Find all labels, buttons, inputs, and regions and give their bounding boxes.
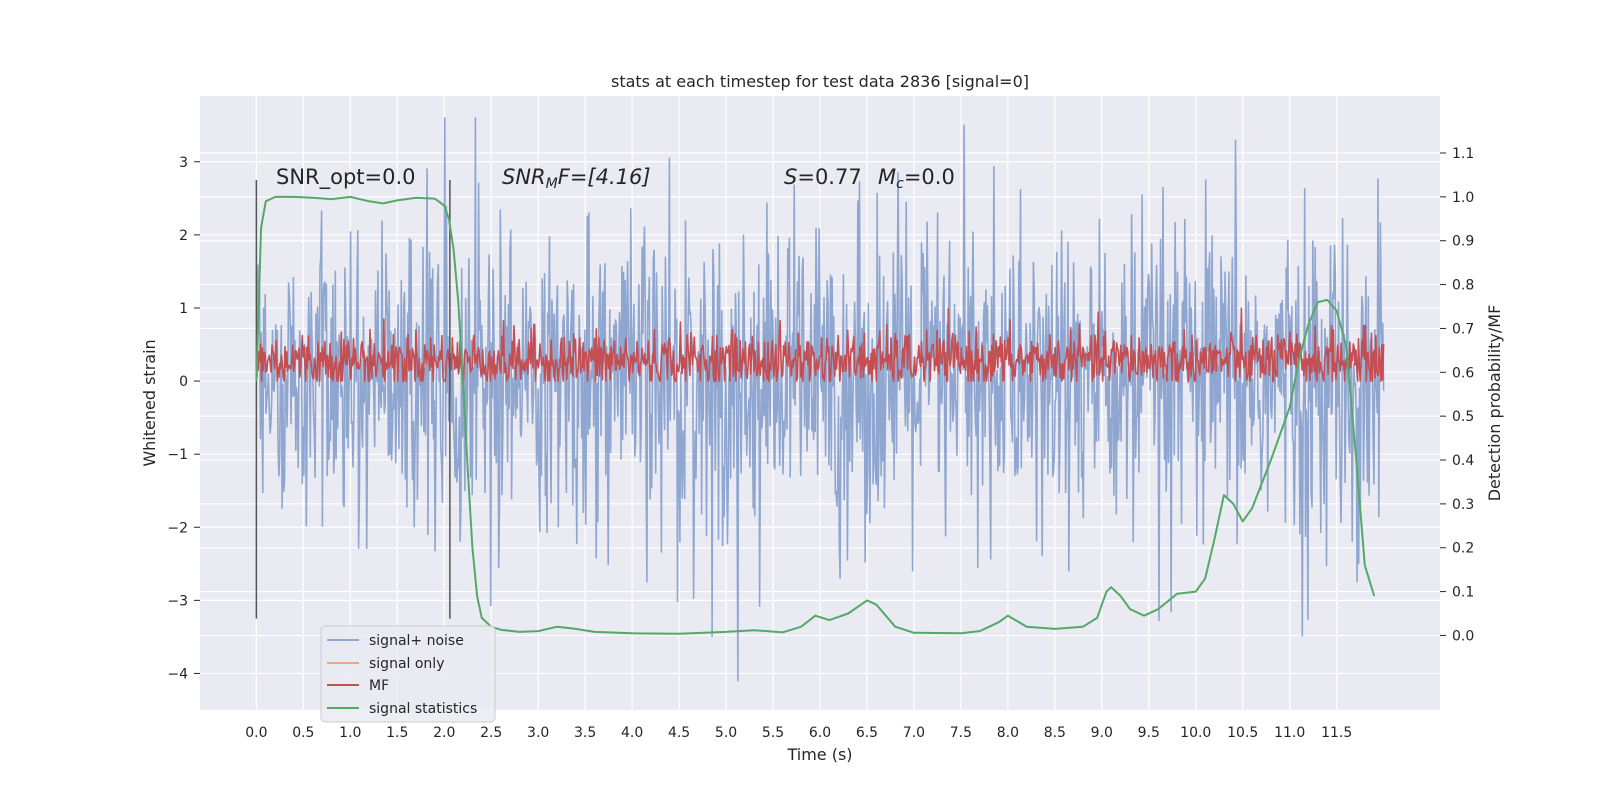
y-tick-label: −1: [167, 447, 188, 463]
x-tick-label: 11.0: [1274, 725, 1305, 741]
x-tick-label: 11.5: [1321, 725, 1352, 741]
y-axis-label: Whitened strain: [140, 339, 159, 466]
x-tick-label: 7.0: [903, 725, 925, 741]
x-tick-label: 5.5: [762, 725, 784, 741]
annotations: SNR_opt=0.0 SNRMF=[4.16] S=0.77 Mc=0.0: [276, 165, 955, 192]
y2-tick-label: 0.3: [1452, 497, 1474, 513]
annotation-s-symbol: S: [784, 165, 797, 189]
annotation-mc-value: =0.0: [904, 165, 955, 189]
x-tick-label: 2.5: [480, 725, 502, 741]
legend-label-signal-noise: signal+ noise: [369, 633, 464, 649]
y2-axis-label: Detection probability/MF: [1485, 305, 1504, 502]
y-tick-label: 3: [179, 155, 188, 171]
x-tick-label: 10.0: [1180, 725, 1211, 741]
x-tick-label: 3.5: [574, 725, 596, 741]
y2-tick-label: 0.1: [1452, 585, 1474, 601]
y2-tick-label: 0.4: [1452, 453, 1474, 469]
legend: signal+ noise signal only MF signal stat…: [320, 625, 496, 723]
annotation-s: S=0.77: [784, 165, 862, 189]
y2-tick-label: 1.1: [1452, 146, 1474, 162]
x-tick-label: 6.5: [856, 725, 878, 741]
x-tick-label: 10.5: [1227, 725, 1258, 741]
x-tick-label: 1.5: [386, 725, 408, 741]
x-tick-label: 9.5: [1138, 725, 1160, 741]
x-tick-label: 4.0: [621, 725, 643, 741]
y2-tick-label: 0.8: [1452, 278, 1474, 294]
annotation-snr-mf-value: F=[4.16]: [558, 165, 651, 189]
series-signal-statistics: [255, 195, 1376, 635]
x-tick-label: 8.0: [997, 725, 1019, 741]
y2-tick-label: 0.6: [1452, 365, 1474, 381]
x-tick-label: 2.0: [433, 725, 455, 741]
y2-tick-label: 0.0: [1452, 628, 1474, 644]
y2-tick-label: 0.2: [1452, 541, 1474, 557]
y-tick-label: −3: [167, 593, 188, 609]
y2-tick-label: 1.0: [1452, 190, 1474, 206]
x-tick-label: 0.5: [292, 725, 314, 741]
x-tick-label: 0.0: [245, 725, 267, 741]
signal-statistics-line: [255, 195, 1376, 635]
y-tick-label: 0: [179, 374, 188, 390]
x-tick-label: 9.0: [1091, 725, 1113, 741]
x-tick-label: 4.5: [668, 725, 690, 741]
x-tick-label: 6.0: [809, 725, 831, 741]
annotation-mc: Mc=0.0: [878, 165, 955, 192]
x-tick-label: 7.5: [950, 725, 972, 741]
y-tick-label: 1: [179, 301, 188, 317]
legend-label-signal-only: signal only: [369, 656, 444, 672]
tick-labels: 0.0 0.5 1.0 1.5 2.0 2.5 3.0 3.5 4.0 4.5 5.0 5.5 6.0 6…: [167, 146, 1474, 741]
legend-label-signal-statistics: signal statistics: [369, 701, 477, 717]
x-tick-label: 3.0: [527, 725, 549, 741]
vertical-markers: [255, 180, 451, 619]
legend-label-mf: MF: [369, 678, 389, 694]
legend-box: [320, 625, 496, 723]
y-tick-label: −4: [167, 666, 188, 682]
annotation-mc-subscript: c: [896, 176, 904, 192]
annotation-mc-symbol: M: [878, 165, 896, 189]
annotation-snr-mf: SNRMF=[4.16]: [502, 165, 651, 192]
y-tick-label: 2: [179, 228, 188, 244]
x-axis-label: Time (s): [786, 745, 852, 764]
y-tick-label: −2: [167, 520, 188, 536]
series-mf: [255, 307, 1385, 382]
annotation-snr-mf-subscript: M: [546, 176, 558, 192]
x-tick-label: 5.0: [715, 725, 737, 741]
annotation-snr-mf-symbol: SNR: [502, 165, 546, 189]
annotation-s-value: =0.77: [797, 165, 861, 189]
x-tick-label: 1.0: [339, 725, 361, 741]
y2-tick-label: 0.7: [1452, 321, 1474, 337]
y2-tick-label: 0.5: [1452, 409, 1474, 425]
y2-tick-label: 0.9: [1452, 234, 1474, 250]
mf-line: [255, 307, 1385, 382]
chart-title: stats at each timestep for test data 283…: [611, 72, 1029, 91]
annotation-snr-opt: SNR_opt=0.0: [276, 165, 416, 190]
x-tick-label: 8.5: [1044, 725, 1066, 741]
